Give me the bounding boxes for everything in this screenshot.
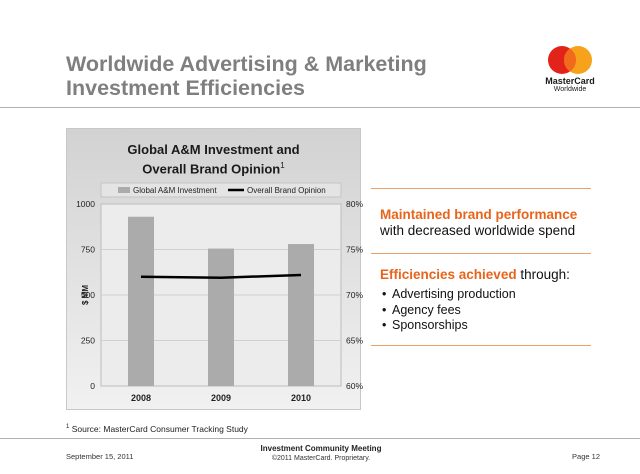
y-tick-label: 0 (90, 381, 95, 391)
legend-label: Global A&M Investment (133, 186, 217, 195)
legend-label: Overall Brand Opinion (247, 186, 326, 195)
footer-copyright: ©2011 MasterCard. Proprietary. (271, 455, 371, 462)
y-tick-label: 250 (81, 336, 95, 346)
bar (208, 248, 234, 386)
y-tick-label: 1000 (76, 199, 95, 209)
bullet-item: Advertising production (382, 287, 516, 303)
headline-2-rest: through: (516, 267, 570, 282)
panel-divider-top (371, 188, 591, 189)
y2-tick-label: 60% (346, 381, 363, 391)
footer-divider (0, 438, 640, 439)
footer-meeting: Investment Community Meeting (260, 444, 382, 453)
slide-title-line1: Worldwide Advertising & Marketing (66, 52, 427, 76)
chart-title-footnote: 1 (280, 161, 285, 170)
bar (288, 244, 314, 386)
logo-brand-text: MasterCard (545, 76, 595, 86)
bar (128, 216, 154, 386)
headline-1-rest: with decreased worldwide spend (380, 223, 576, 238)
bullet-item: Sponsorships (382, 318, 516, 334)
slide-title: Worldwide Advertising & Marketing Invest… (66, 52, 486, 100)
source-note: 1 Source: MasterCard Consumer Tracking S… (66, 424, 248, 434)
headline-2: Efficiencies achieved through: (380, 267, 570, 283)
y2-tick-label: 70% (346, 290, 363, 300)
x-tick-label: 2008 (131, 393, 151, 403)
panel-divider-bottom (371, 345, 591, 346)
bullet-item: Agency fees (382, 303, 516, 319)
legend-swatch-bar (118, 187, 130, 193)
x-tick-label: 2010 (291, 393, 311, 403)
bullet-list: Advertising production Agency fees Spons… (382, 287, 516, 334)
chart-title: Global A&M Investment and Overall Brand … (66, 142, 361, 177)
y-axis-label: $ MM (81, 285, 90, 305)
source-text: Source: MasterCard Consumer Tracking Stu… (69, 424, 248, 434)
y-tick-label: 500 (81, 290, 95, 300)
footer-center: Investment Community Meeting ©2011 Maste… (236, 444, 406, 463)
footer-date: September 15, 2011 (66, 452, 134, 461)
chart-title-line2: Overall Brand Opinion (142, 161, 281, 177)
mastercard-logo: MasterCard Worldwide (537, 45, 603, 99)
y2-tick-label: 80% (346, 199, 363, 209)
header-divider (0, 107, 640, 108)
source-footnote-mark: 1 (66, 424, 70, 431)
y2-tick-label: 75% (346, 245, 363, 255)
logo-sub-text: Worldwide (553, 86, 587, 93)
footer-page: Page 12 (572, 452, 600, 461)
panel-divider-middle (371, 253, 591, 254)
headline-1-orange: Maintained brand performance (380, 207, 578, 222)
y2-tick-label: 65% (346, 336, 363, 346)
chart-title-line1: Global A&M Investment and (127, 142, 300, 157)
headline-2-orange: Efficiencies achieved (380, 267, 517, 282)
y-tick-label: 750 (81, 245, 95, 255)
headline-1: Maintained brand performance with decrea… (380, 207, 577, 239)
slide-title-line2: Investment Efficiencies (66, 76, 305, 100)
mastercard-circles-icon (548, 46, 592, 74)
line-series (140, 273, 302, 279)
x-tick-label: 2009 (211, 393, 231, 403)
legend-box (100, 182, 342, 198)
